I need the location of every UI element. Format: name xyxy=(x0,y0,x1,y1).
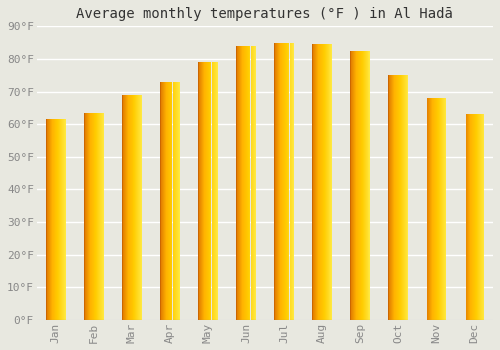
Bar xyxy=(388,75,389,320)
Bar xyxy=(236,46,237,320)
Bar xyxy=(46,119,47,320)
Bar xyxy=(464,114,466,320)
Bar xyxy=(84,113,85,320)
Bar xyxy=(122,95,123,320)
Bar xyxy=(312,44,313,320)
Bar xyxy=(198,62,199,320)
Bar xyxy=(274,43,275,320)
Bar xyxy=(160,82,161,320)
Bar xyxy=(350,51,351,320)
Title: Average monthly temperatures (°F ) in Al Hadā: Average monthly temperatures (°F ) in Al… xyxy=(76,7,454,21)
Bar xyxy=(426,98,428,320)
